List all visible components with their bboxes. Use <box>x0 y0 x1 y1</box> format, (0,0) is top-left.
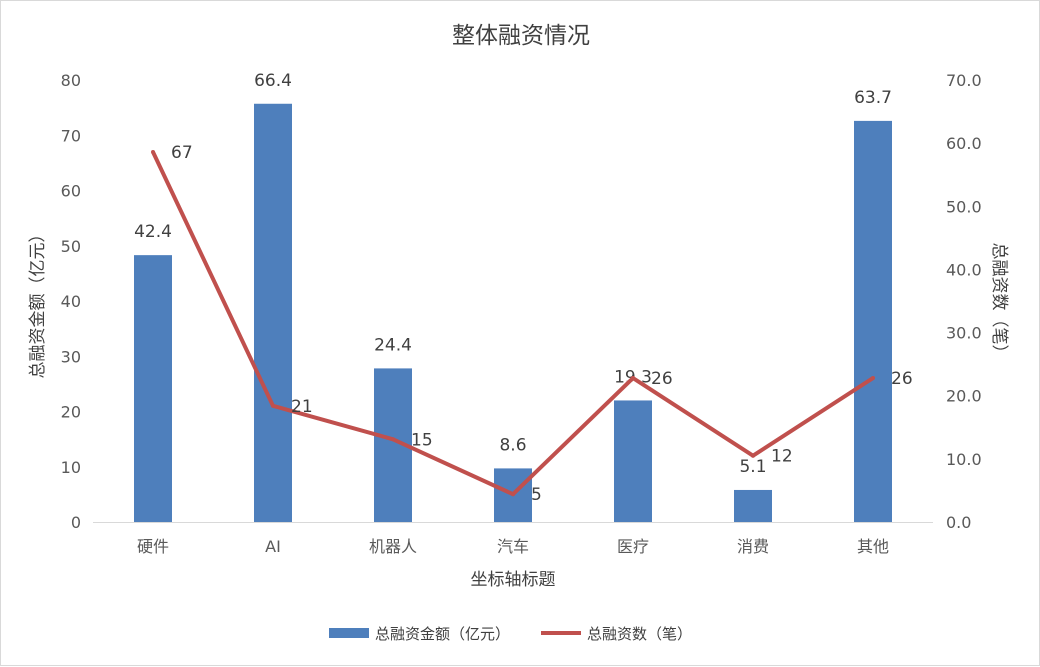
left-tick-label: 0 <box>71 513 81 532</box>
category-label: 医疗 <box>617 537 649 556</box>
category-label: 硬件 <box>137 537 169 556</box>
line-point <box>151 149 155 154</box>
line-value-label: 26 <box>891 369 913 389</box>
bar <box>734 489 772 522</box>
left-tick-label: 30 <box>61 347 81 366</box>
line-value-label: 12 <box>771 447 793 467</box>
right-axis-ticks: 0.0 10.0 20.0 30.0 40.0 50.0 60.0 70.0 <box>946 71 982 532</box>
right-tick-label: 40.0 <box>946 260 982 279</box>
line-point <box>871 376 875 381</box>
category-label: 汽车 <box>497 537 529 556</box>
right-tick-label: 50.0 <box>946 197 982 216</box>
left-tick-label: 20 <box>61 403 81 422</box>
right-tick-label: 20.0 <box>946 387 982 406</box>
bar-data-labels: 42.466.424.48.619.35.163.7 <box>134 71 892 477</box>
bar <box>614 400 652 522</box>
category-label: 消费 <box>737 537 769 556</box>
line-point <box>631 376 635 381</box>
line-point <box>511 492 515 497</box>
category-label: 其他 <box>857 537 889 556</box>
line-value-label: 26 <box>651 369 673 389</box>
bar-value-label: 24.4 <box>374 335 412 355</box>
left-tick-label: 80 <box>61 71 81 90</box>
right-tick-label: 30.0 <box>946 324 982 343</box>
line-value-label: 67 <box>171 143 193 163</box>
bar-value-label: 63.7 <box>854 88 892 108</box>
line-point <box>271 403 275 408</box>
line-value-label: 21 <box>291 397 313 417</box>
right-axis-title: 总融资数（笔） <box>989 243 1009 362</box>
bar-value-label: 5.1 <box>739 457 766 477</box>
line-data-labels: 67 21 15 5 26 12 26 <box>171 143 913 505</box>
bar-value-label: 8.6 <box>499 435 526 455</box>
legend-bar-label: 总融资金额（亿元） <box>375 625 510 643</box>
legend-line-label: 总融资数（笔） <box>587 625 692 643</box>
left-tick-label: 10 <box>61 458 81 477</box>
legend: 总融资金额（亿元） 总融资数（笔） <box>329 625 692 643</box>
legend-bar-swatch <box>329 628 369 638</box>
bar <box>254 103 292 522</box>
right-tick-label: 70.0 <box>946 71 982 90</box>
x-axis-ticks: 硬件 AI 机器人 汽车 医疗 消费 其他 <box>137 537 889 556</box>
left-tick-label: 60 <box>61 182 81 201</box>
left-tick-label: 50 <box>61 237 81 256</box>
line-point <box>391 437 395 442</box>
bar <box>134 255 172 522</box>
line-value-label: 15 <box>411 430 433 450</box>
line-point <box>751 453 755 458</box>
left-tick-label: 40 <box>61 292 81 311</box>
bar-value-label: 42.4 <box>134 222 172 242</box>
left-axis-ticks: 0 10 20 30 40 50 60 70 80 <box>61 71 81 532</box>
left-axis-title: 总融资金额（亿元） <box>28 226 48 379</box>
bar <box>854 120 892 522</box>
category-label: 机器人 <box>369 537 417 556</box>
line-series <box>151 149 875 497</box>
chart-title: 整体融资情况 <box>452 23 590 49</box>
bar-value-label: 66.4 <box>254 71 292 91</box>
bar-series <box>134 103 892 522</box>
right-tick-label: 60.0 <box>946 134 982 153</box>
right-tick-label: 10.0 <box>946 450 982 469</box>
left-tick-label: 70 <box>61 126 81 145</box>
right-tick-label: 0.0 <box>946 513 971 532</box>
line-value-label: 5 <box>531 485 542 505</box>
category-label: AI <box>265 537 281 556</box>
x-axis-title: 坐标轴标题 <box>471 570 556 590</box>
